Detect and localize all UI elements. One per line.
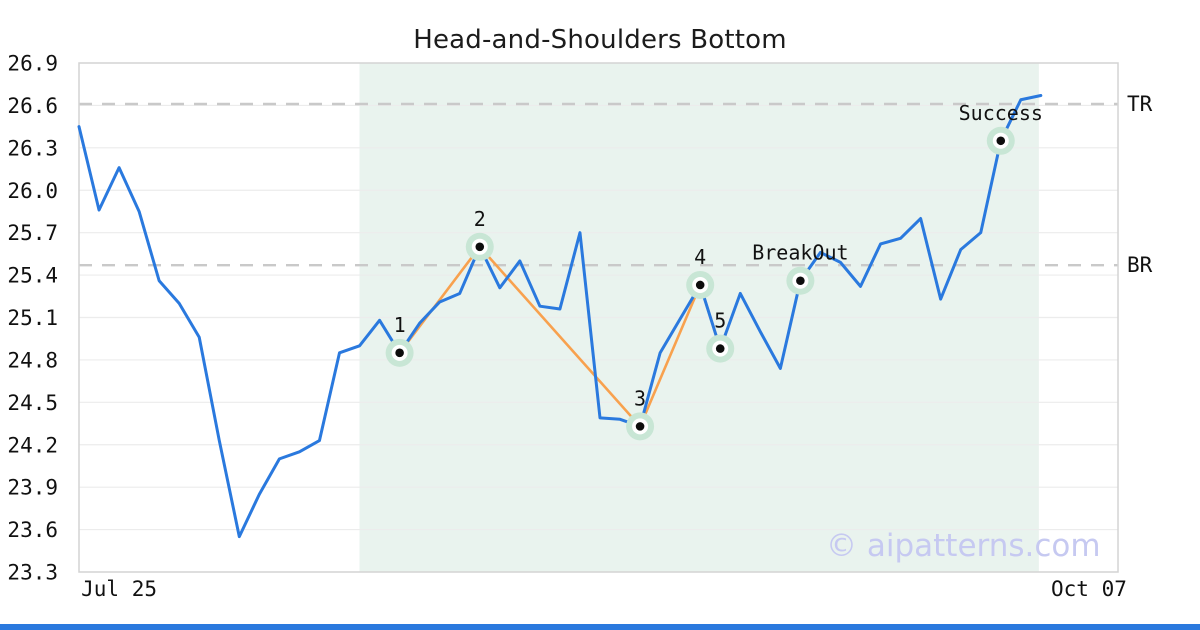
y-tick-label: 23.3 (7, 561, 58, 585)
pattern-point-dot (395, 348, 404, 358)
x-tick-label: Jul 25 (81, 577, 157, 601)
pattern-point-dot (715, 344, 725, 353)
chart-title: Head-and-Shoulders Bottom (413, 25, 787, 55)
pattern-point-label-success: Success (959, 101, 1043, 125)
pattern-point-dot (475, 242, 485, 252)
y-tick-label: 26.9 (7, 52, 58, 76)
x-tick-label: Oct 07 (1051, 577, 1127, 601)
pattern-point-label-2: 2 (474, 207, 486, 231)
pattern-point-label-3: 3 (634, 386, 646, 410)
pattern-point-dot (695, 280, 705, 290)
bottom-accent-bar (0, 624, 1200, 630)
pattern-point-dot (996, 136, 1006, 146)
pattern-point-dot (796, 276, 805, 286)
pattern-point-dot (635, 422, 645, 431)
pattern-point-label-1: 1 (394, 313, 406, 337)
plot-frame (78, 62, 1119, 573)
y-tick-label: 25.1 (7, 306, 58, 330)
level-label-br: BR (1127, 253, 1153, 277)
y-tick-label: 26.3 (7, 136, 58, 160)
y-tick-label: 23.6 (7, 518, 58, 542)
y-tick-label: 25.4 (7, 264, 58, 288)
y-tick-label: 23.9 (7, 476, 58, 500)
pattern-point-label-breakout: BreakOut (752, 241, 848, 265)
y-tick-label: 26.6 (7, 94, 58, 118)
y-tick-label: 24.2 (7, 433, 58, 457)
y-tick-label: 25.7 (7, 221, 58, 245)
y-tick-label: 24.8 (7, 348, 58, 372)
pattern-point-label-4: 4 (694, 245, 706, 269)
y-tick-label: 24.5 (7, 391, 58, 415)
y-tick-label: 26.0 (7, 179, 58, 203)
level-label-tr: TR (1127, 92, 1153, 116)
price-line (77, 94, 1043, 539)
pattern-point-label-5: 5 (714, 309, 726, 333)
watermark: © aipatterns.com (826, 528, 1101, 564)
